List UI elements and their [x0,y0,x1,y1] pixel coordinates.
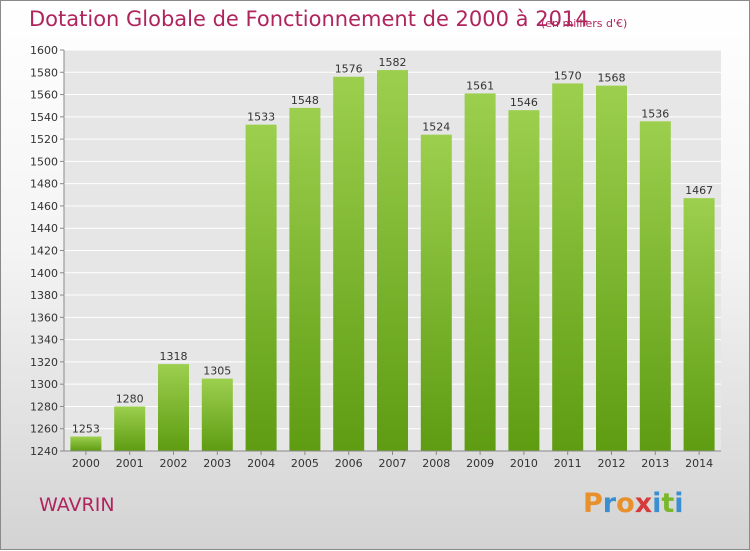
chart-subtitle: (en milliers d'€) [541,17,628,30]
x-tick-label: 2011 [554,457,582,470]
bar-2002 [158,364,189,451]
y-tick-label: 1280 [30,400,58,413]
bar-2010 [508,110,540,452]
bar-2000 [70,436,102,451]
x-tick-label: 2008 [422,457,450,470]
logo-letter: t [661,488,675,519]
x-axis-ticks: 2000 2001 2002 2003 2004 2005 2006 2007 2008 2009… [72,451,713,470]
logo-letter: i [652,488,662,519]
x-tick-label: 2000 [72,457,100,470]
y-tick-label: 1580 [30,66,58,79]
y-axis-ticks: 1240 1260 1280 1300 1320 1340 1360 1380 1400 1420… [30,44,64,458]
bar-2007 [377,70,408,452]
logo-letter: o [616,488,635,519]
value-label: 1570 [554,69,582,82]
value-label: 1546 [510,96,538,109]
bar-2008 [420,134,452,451]
value-label: 1533 [247,111,275,124]
logo-letter: r [602,488,617,519]
value-label: 1253 [72,423,100,436]
y-tick-label: 1300 [30,378,58,391]
logo-letter: x [634,488,653,519]
y-tick-label: 1360 [30,311,58,324]
bar-2006 [333,76,365,451]
x-tick-label: 2002 [160,457,188,470]
logo-letter: P [583,488,603,519]
y-tick-label: 1460 [30,200,58,213]
bar-2012 [596,85,627,452]
y-tick-label: 1560 [30,89,58,102]
value-label: 1280 [116,392,144,405]
value-label: 1318 [160,350,188,363]
y-tick-label: 1540 [30,111,58,124]
y-tick-label: 1440 [30,222,58,235]
value-label: 1467 [685,184,713,197]
value-label: 1524 [422,121,450,134]
logo-letter: i [674,488,684,519]
x-tick-label: 2007 [379,457,407,470]
y-tick-label: 1340 [30,334,58,347]
x-tick-label: 2010 [510,457,538,470]
x-tick-label: 2012 [598,457,626,470]
chart-title: Dotation Globale de Fonctionnement de 20… [29,7,589,31]
value-label: 1548 [291,94,319,107]
y-tick-label: 1600 [30,44,58,57]
bar-2004 [245,124,277,451]
bar-2014 [683,198,715,451]
proxiti-logo: Proxiti [583,488,684,519]
y-tick-label: 1240 [30,445,58,458]
bars [70,70,715,452]
city-name: WAVRIN [39,494,115,516]
y-tick-label: 1500 [30,155,58,168]
y-tick-label: 1400 [30,267,58,280]
x-tick-label: 2003 [203,457,231,470]
bar-2003 [201,378,233,451]
y-tick-label: 1260 [30,423,58,436]
bar-2011 [552,83,584,452]
y-tick-label: 1320 [30,356,58,369]
bar-2005 [289,107,321,451]
x-tick-label: 2001 [116,457,144,470]
x-tick-label: 2006 [335,457,363,470]
bar-2009 [464,93,496,452]
x-tick-label: 2004 [247,457,275,470]
bar-2013 [639,121,671,452]
value-label: 1568 [598,72,626,85]
y-tick-label: 1480 [30,178,58,191]
x-tick-label: 2014 [685,457,713,470]
value-label: 1305 [203,365,231,378]
value-label: 1582 [379,56,407,69]
y-tick-label: 1420 [30,245,58,258]
y-tick-label: 1380 [30,289,58,302]
x-tick-label: 2005 [291,457,319,470]
value-labels: 1253 1280 1318 1305 1533 1548 1576 1582 1524 1561… [72,56,713,435]
value-label: 1536 [641,107,669,120]
x-tick-label: 2009 [466,457,494,470]
value-label: 1576 [335,63,363,76]
value-label: 1561 [466,79,494,92]
x-tick-label: 2013 [641,457,669,470]
bar-2001 [114,406,146,451]
y-tick-label: 1520 [30,133,58,146]
